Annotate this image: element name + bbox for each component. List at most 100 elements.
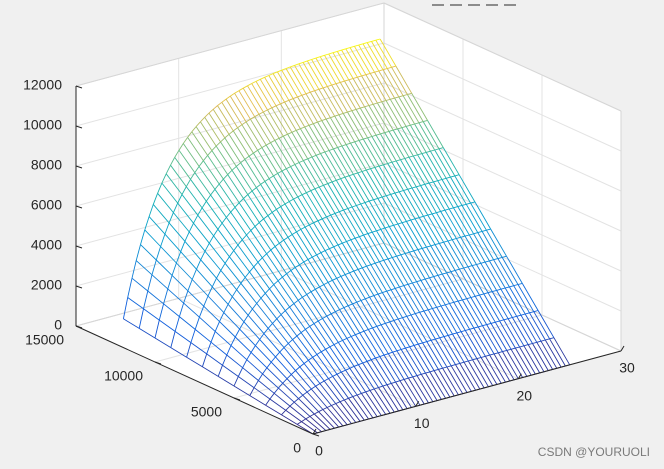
surface-edge bbox=[333, 244, 339, 248]
surface-edge bbox=[347, 110, 352, 113]
surface-edge bbox=[287, 343, 305, 364]
surface-edge bbox=[361, 267, 379, 295]
surface-edge bbox=[270, 246, 276, 251]
surface-edge bbox=[246, 359, 263, 375]
surface-edge bbox=[411, 187, 429, 216]
surface-edge bbox=[250, 116, 255, 120]
surface-edge bbox=[513, 284, 519, 287]
figure-toolbar[interactable] bbox=[432, 0, 516, 8]
surface-edge bbox=[361, 171, 379, 199]
surface-edge bbox=[401, 347, 406, 350]
surface-edge bbox=[363, 329, 369, 332]
surface-edge bbox=[324, 151, 341, 179]
surface-edge bbox=[447, 335, 465, 363]
surface-edge bbox=[407, 94, 424, 122]
surface-edge bbox=[283, 236, 289, 241]
surface-edge bbox=[216, 277, 233, 297]
surface-edge bbox=[338, 211, 356, 239]
surface-edge bbox=[201, 200, 207, 209]
surface-edge bbox=[326, 407, 344, 427]
surface-edge bbox=[447, 240, 465, 269]
surface-edge bbox=[443, 336, 461, 364]
grid-line bbox=[75, 162, 385, 247]
surface-edge bbox=[203, 305, 220, 322]
surface-edge bbox=[186, 356, 203, 368]
surface-edge bbox=[251, 80, 257, 84]
surface-edge bbox=[282, 273, 287, 278]
surface-edge bbox=[330, 313, 348, 339]
surface-edge bbox=[242, 367, 259, 381]
surface-edge bbox=[184, 231, 190, 242]
surface-edge bbox=[307, 59, 312, 62]
surface-edge bbox=[231, 289, 237, 297]
surface-edge bbox=[356, 392, 362, 396]
surface-edge bbox=[208, 112, 226, 139]
surface-edge bbox=[188, 231, 206, 252]
surface-edge bbox=[424, 278, 442, 307]
surface-edge bbox=[226, 211, 232, 218]
surface-edge bbox=[317, 220, 335, 248]
surface-edge bbox=[323, 380, 341, 402]
surface-edge bbox=[393, 318, 399, 321]
surface-edge bbox=[293, 401, 311, 417]
surface-edge bbox=[418, 217, 436, 245]
surface-edge bbox=[253, 261, 259, 268]
surface-edge bbox=[426, 150, 431, 153]
z-tick-mark bbox=[75, 285, 83, 289]
surface-edge bbox=[395, 381, 412, 408]
surface-edge bbox=[227, 296, 233, 305]
surface-edge bbox=[205, 200, 223, 224]
surface-edge bbox=[295, 366, 301, 371]
z-tick-label: 6000 bbox=[31, 197, 62, 213]
surface-edge bbox=[171, 275, 189, 292]
surface-edge bbox=[349, 368, 366, 393]
surface-edge bbox=[323, 281, 329, 286]
surface-edge bbox=[344, 274, 362, 301]
surface-edge bbox=[489, 354, 506, 383]
surface-edge bbox=[447, 239, 453, 242]
surface-edge bbox=[338, 112, 344, 116]
surface-edge bbox=[388, 131, 406, 159]
surface-edge bbox=[377, 102, 394, 131]
surface-edge bbox=[416, 281, 433, 309]
surface-edge bbox=[138, 328, 156, 339]
surface-edge bbox=[391, 67, 408, 95]
surface-edge bbox=[474, 201, 492, 230]
surface-edge bbox=[210, 331, 216, 343]
surface-edge bbox=[328, 52, 334, 55]
surface-edge bbox=[438, 243, 456, 271]
surface-edge bbox=[289, 405, 307, 420]
surface-edge bbox=[524, 313, 542, 342]
surface-edge bbox=[214, 189, 232, 213]
surface-edge bbox=[268, 73, 274, 76]
surface-edge bbox=[379, 354, 385, 358]
surface-edge bbox=[212, 105, 218, 110]
surface-edge bbox=[313, 220, 319, 224]
surface-edge bbox=[444, 208, 450, 211]
pan-icon[interactable] bbox=[486, 0, 498, 6]
zoom-in-icon[interactable] bbox=[432, 0, 444, 6]
surface-edge bbox=[244, 155, 250, 160]
surface-edge bbox=[412, 281, 417, 284]
surface-edge bbox=[402, 94, 408, 97]
home-icon[interactable] bbox=[504, 0, 516, 6]
zoom-out-icon[interactable] bbox=[450, 0, 462, 6]
surface-edge bbox=[227, 303, 245, 323]
surface-edge bbox=[233, 376, 239, 387]
surface-edge bbox=[373, 295, 391, 323]
surface-edge bbox=[398, 317, 403, 320]
rotate-icon[interactable] bbox=[468, 0, 480, 6]
x-tick-mark bbox=[312, 428, 317, 435]
surface-edge bbox=[430, 338, 436, 341]
surface-edge bbox=[289, 306, 306, 330]
surface-edge bbox=[377, 292, 383, 295]
surface-edge bbox=[378, 165, 396, 194]
surface-edge bbox=[383, 353, 389, 356]
surface-edge bbox=[231, 166, 237, 171]
surface-edge bbox=[284, 310, 302, 333]
surface-edge bbox=[330, 117, 347, 145]
surface-edge bbox=[300, 332, 318, 355]
surface-edge bbox=[294, 267, 312, 293]
surface-edge bbox=[315, 383, 321, 387]
surface-edge bbox=[306, 192, 323, 220]
